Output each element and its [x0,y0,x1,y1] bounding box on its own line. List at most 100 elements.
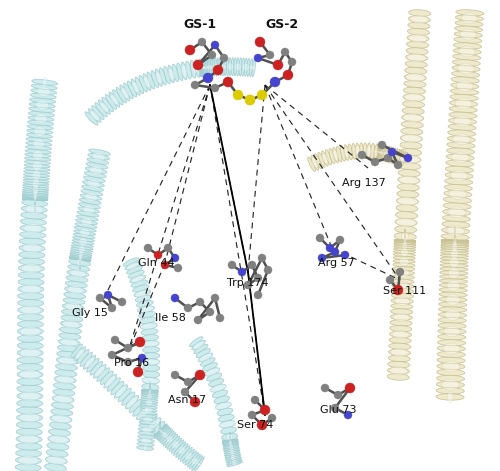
Ellipse shape [454,235,456,246]
Ellipse shape [452,60,480,66]
Ellipse shape [20,219,46,226]
Ellipse shape [400,156,406,162]
Ellipse shape [130,275,146,283]
Ellipse shape [144,407,152,414]
Ellipse shape [98,100,110,114]
Ellipse shape [203,59,205,77]
Ellipse shape [142,390,158,391]
Ellipse shape [454,116,471,127]
Ellipse shape [15,464,41,471]
Circle shape [331,404,339,412]
Ellipse shape [204,58,206,76]
Ellipse shape [18,258,44,265]
Ellipse shape [193,341,204,349]
Circle shape [135,337,145,347]
Ellipse shape [24,157,50,161]
Ellipse shape [30,93,56,99]
Ellipse shape [197,67,203,68]
Ellipse shape [388,355,410,362]
Ellipse shape [47,442,69,450]
Ellipse shape [90,361,102,375]
Ellipse shape [17,392,43,400]
Ellipse shape [220,64,226,70]
Ellipse shape [394,251,415,253]
Ellipse shape [32,80,58,85]
Ellipse shape [67,270,89,276]
Ellipse shape [441,244,469,245]
Ellipse shape [390,366,407,375]
Ellipse shape [20,326,40,336]
Ellipse shape [111,381,124,395]
Ellipse shape [172,441,179,448]
Circle shape [266,51,274,59]
Ellipse shape [460,29,476,40]
Ellipse shape [143,359,160,365]
Ellipse shape [402,121,423,128]
Ellipse shape [456,81,473,91]
Ellipse shape [211,58,213,76]
Ellipse shape [223,446,239,449]
Circle shape [388,148,396,156]
Ellipse shape [19,252,45,259]
Ellipse shape [156,69,162,86]
Ellipse shape [227,63,234,70]
Ellipse shape [181,62,187,80]
Ellipse shape [79,255,82,263]
Ellipse shape [396,211,417,219]
Ellipse shape [407,35,429,42]
Circle shape [345,383,355,393]
Ellipse shape [32,150,43,160]
Ellipse shape [220,427,236,434]
Ellipse shape [136,300,153,307]
Ellipse shape [398,183,419,191]
Ellipse shape [154,424,166,437]
Ellipse shape [449,188,466,199]
Ellipse shape [123,258,138,266]
Ellipse shape [326,150,332,165]
Ellipse shape [138,407,149,419]
Ellipse shape [89,149,110,155]
Ellipse shape [444,326,460,337]
Circle shape [191,81,199,89]
Circle shape [171,294,179,302]
Ellipse shape [441,240,469,241]
Ellipse shape [169,438,181,451]
Ellipse shape [104,374,117,388]
Circle shape [181,388,189,396]
Ellipse shape [406,48,428,55]
Circle shape [404,154,412,162]
Ellipse shape [440,271,468,275]
Ellipse shape [112,89,123,105]
Ellipse shape [200,59,201,77]
Circle shape [336,236,344,244]
Ellipse shape [20,413,40,422]
Text: Asn 17: Asn 17 [168,395,206,405]
Ellipse shape [84,171,106,178]
Ellipse shape [135,77,143,94]
Ellipse shape [151,71,158,88]
Ellipse shape [204,368,220,376]
Circle shape [254,274,262,282]
Ellipse shape [44,463,66,471]
Circle shape [251,396,259,404]
Ellipse shape [66,276,88,282]
Circle shape [111,336,119,344]
Ellipse shape [20,370,40,379]
Ellipse shape [142,371,160,378]
Ellipse shape [140,408,157,412]
Ellipse shape [50,415,72,423]
Circle shape [254,54,262,62]
Ellipse shape [213,64,220,70]
Ellipse shape [456,10,484,16]
Ellipse shape [60,327,82,333]
Ellipse shape [401,128,423,135]
Ellipse shape [400,142,422,149]
Ellipse shape [450,257,459,268]
Ellipse shape [137,442,154,447]
Ellipse shape [242,64,249,71]
Ellipse shape [23,182,49,185]
Ellipse shape [105,376,116,387]
Ellipse shape [447,391,453,402]
Circle shape [270,77,280,87]
Ellipse shape [16,450,42,457]
